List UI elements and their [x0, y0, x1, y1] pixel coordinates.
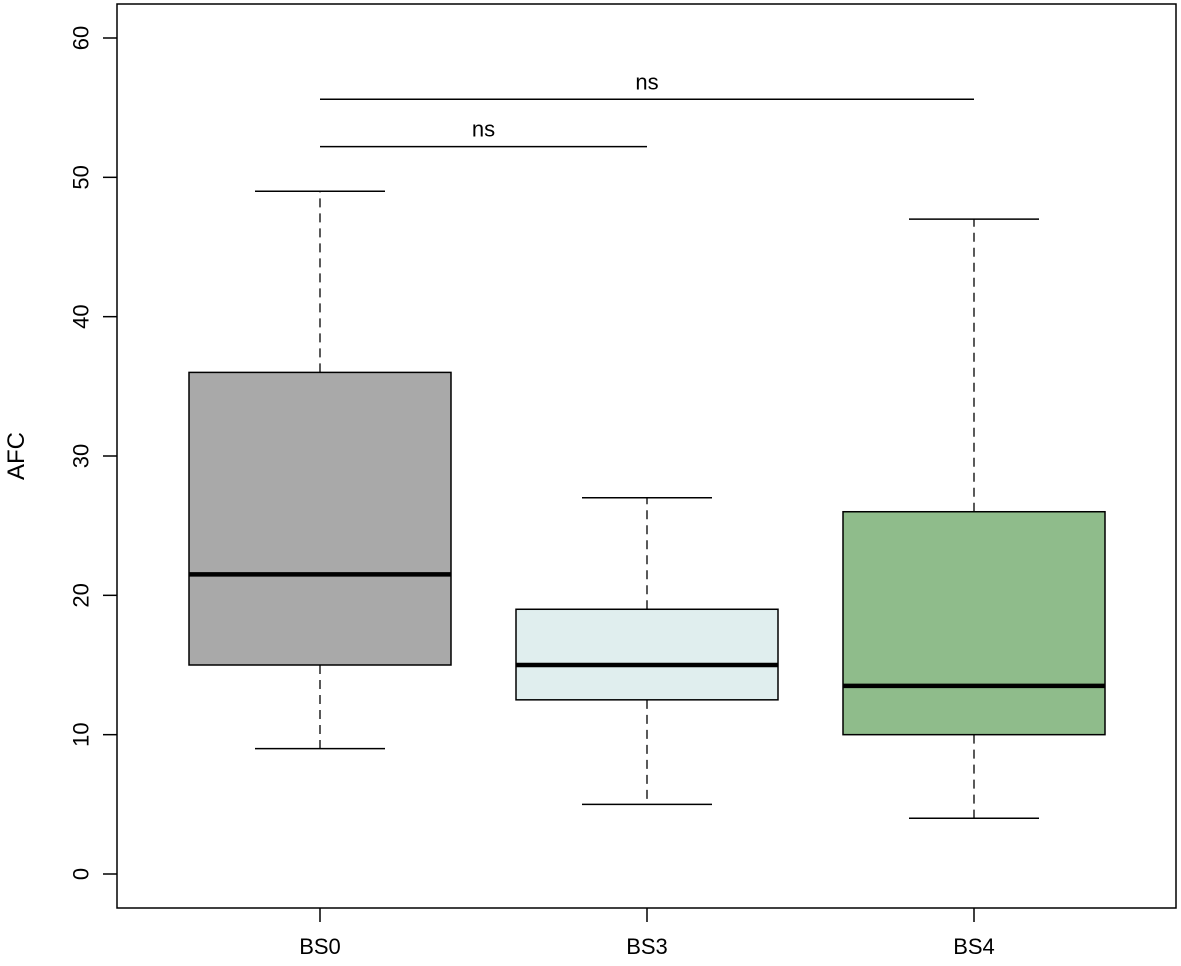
- y-axis-label: AFC: [3, 432, 30, 480]
- x-tick-label: BS0: [299, 934, 341, 959]
- y-tick-label: 20: [69, 583, 94, 607]
- y-tick-label: 10: [69, 722, 94, 746]
- significance-label: ns: [635, 69, 658, 94]
- box-bs3: [515, 608, 779, 701]
- x-tick-label: BS4: [953, 934, 995, 959]
- significance-label: ns: [472, 117, 495, 142]
- y-tick-label: 0: [69, 868, 94, 880]
- plot-area: 0 10 20 30 40 50 60 BS0 BS3 BS4 ns ns: [69, 3, 1177, 959]
- y-tick-label: 50: [69, 165, 94, 189]
- box-bs0: [188, 371, 452, 666]
- y-tick-label: 40: [69, 304, 94, 328]
- box-bs4: [842, 510, 1106, 736]
- y-tick-label: 30: [69, 444, 94, 468]
- y-tick-label: 60: [69, 26, 94, 50]
- x-tick-label: BS3: [626, 934, 668, 959]
